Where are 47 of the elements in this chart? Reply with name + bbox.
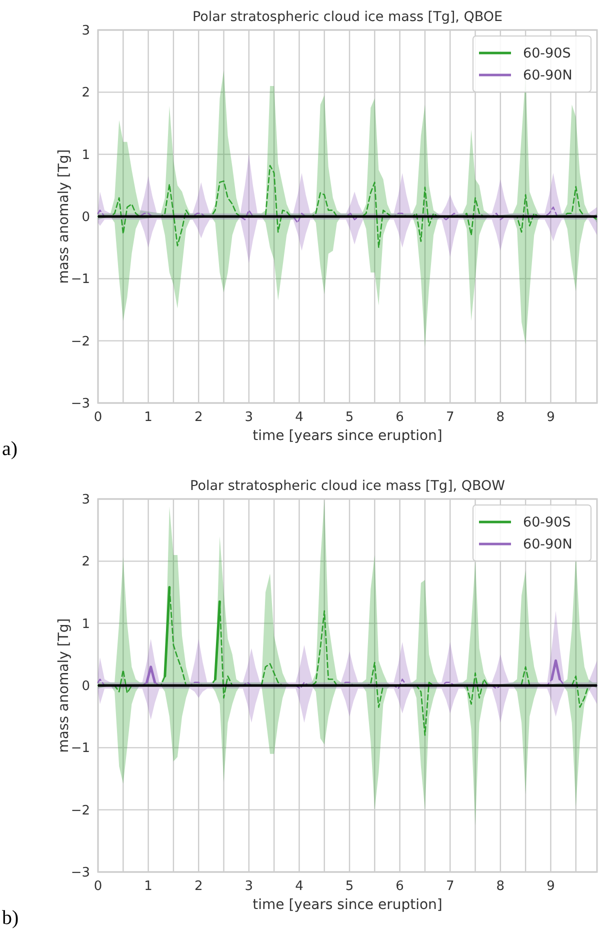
x-axis-title: time [years since eruption]	[252, 897, 442, 913]
x-tick-label: 0	[94, 410, 102, 425]
line-series	[97, 164, 598, 248]
x-tick-label: 9	[546, 410, 555, 425]
y-tick-label: 0	[82, 679, 90, 694]
text: b)	[2, 907, 19, 929]
x-tick-label: 3	[244, 410, 254, 425]
y-tick-label: 0	[82, 210, 90, 226]
text: a)	[2, 438, 18, 460]
x-tick-label: 9	[546, 879, 555, 894]
legend-label: 60-90S	[523, 514, 571, 531]
y-tick-label: 1	[82, 148, 90, 163]
x-tick-label: 3	[244, 879, 254, 894]
x-tick-label: 7	[446, 410, 454, 425]
y-tick-label: 2	[82, 554, 90, 570]
legend-label: 60-90N	[523, 536, 572, 553]
x-axis-title: time [years since eruption]	[252, 428, 442, 444]
y-tick-label: 1	[82, 616, 90, 632]
x-tick-label: 8	[496, 410, 505, 425]
y-tick-label: −2	[70, 803, 90, 818]
x-tick-label: 6	[396, 410, 404, 425]
x-tick-label: 0	[94, 879, 102, 894]
x-tick-label: 1	[144, 879, 152, 894]
legend-label: 60-90S	[523, 46, 571, 62]
y-tick-label: −3	[70, 396, 90, 412]
y-tick-label: −1	[70, 741, 90, 756]
chart-title: Polar stratospheric cloud ice mass [Tg], QBOW	[190, 478, 505, 494]
x-tick-label: 2	[194, 410, 203, 425]
x-tick-label: 4	[295, 879, 304, 894]
x-tick-label: 1	[144, 410, 152, 425]
y-tick-label: 3	[82, 24, 90, 39]
y-tick-label: 2	[82, 86, 90, 101]
y-tick-label: −1	[70, 272, 90, 288]
y-tick-label: −3	[70, 866, 90, 881]
x-tick-label: 8	[496, 879, 505, 894]
x-tick-label: 5	[345, 410, 354, 425]
y-tick-label: −2	[70, 334, 90, 350]
y-axis-title: mass anomaly [Tg]	[56, 618, 72, 753]
x-tick-label: 4	[295, 410, 304, 425]
y-tick-label: 3	[82, 492, 90, 508]
chart-title: Polar stratospheric cloud ice mass [Tg], QBOE	[192, 9, 503, 25]
x-tick-label: 5	[345, 879, 354, 894]
legend-label: 60-90N	[523, 68, 572, 84]
x-tick-label: 6	[396, 879, 404, 894]
y-axis-title: mass anomaly [Tg]	[56, 149, 72, 284]
x-tick-label: 7	[446, 879, 454, 894]
x-tick-label: 2	[194, 879, 203, 894]
